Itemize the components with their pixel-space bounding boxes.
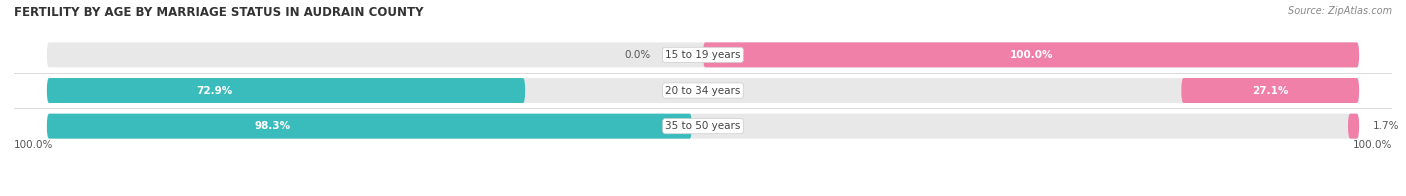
Text: 72.9%: 72.9% <box>197 85 232 95</box>
Text: 98.3%: 98.3% <box>254 121 291 131</box>
FancyBboxPatch shape <box>703 42 1360 67</box>
FancyBboxPatch shape <box>46 78 1360 103</box>
Text: 100.0%: 100.0% <box>14 140 53 150</box>
Text: 20 to 34 years: 20 to 34 years <box>665 85 741 95</box>
FancyBboxPatch shape <box>1181 78 1360 103</box>
FancyBboxPatch shape <box>46 42 1360 67</box>
Text: Source: ZipAtlas.com: Source: ZipAtlas.com <box>1288 6 1392 16</box>
Text: 35 to 50 years: 35 to 50 years <box>665 121 741 131</box>
Text: FERTILITY BY AGE BY MARRIAGE STATUS IN AUDRAIN COUNTY: FERTILITY BY AGE BY MARRIAGE STATUS IN A… <box>14 6 423 19</box>
FancyBboxPatch shape <box>46 78 526 103</box>
FancyBboxPatch shape <box>46 114 692 139</box>
Text: 100.0%: 100.0% <box>1010 50 1053 60</box>
Text: 15 to 19 years: 15 to 19 years <box>665 50 741 60</box>
Text: 1.7%: 1.7% <box>1374 121 1400 131</box>
Text: 0.0%: 0.0% <box>624 50 651 60</box>
FancyBboxPatch shape <box>1348 114 1360 139</box>
Text: 100.0%: 100.0% <box>1353 140 1392 150</box>
FancyBboxPatch shape <box>46 114 1360 139</box>
Text: 27.1%: 27.1% <box>1251 85 1288 95</box>
